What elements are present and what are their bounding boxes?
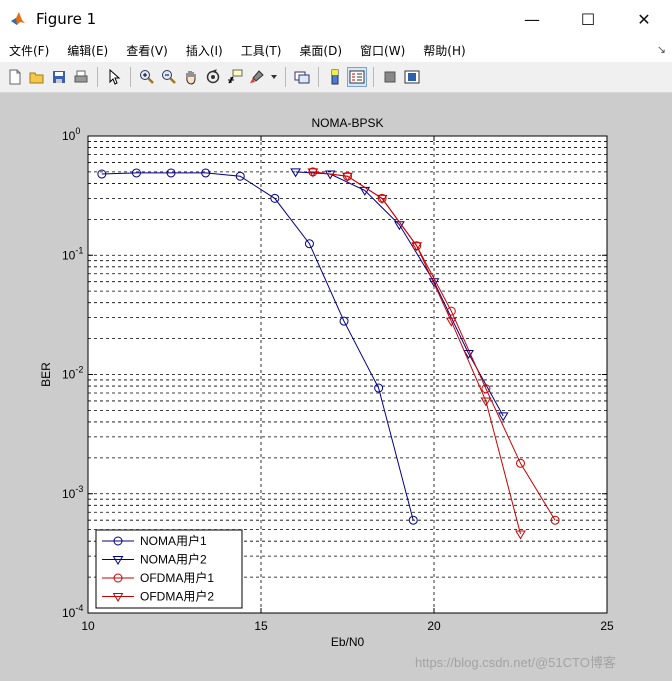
y-axis-label: BER [39,362,53,387]
print-icon[interactable] [72,68,90,86]
menu-window[interactable]: 窗口(W) [360,43,406,58]
data-point-triangle [411,242,423,252]
y-tick-label: 100 [62,126,80,143]
open-file-icon[interactable] [28,68,46,86]
data-point-triangle [497,412,509,422]
window-title: Figure 1 [36,10,97,28]
data-point-circle [446,306,456,316]
menu-file[interactable]: 文件(F) [9,43,50,58]
new-figure-icon[interactable] [6,68,24,86]
menu-desktop[interactable]: 桌面(D) [299,43,343,58]
legend-marker-circle [113,573,123,583]
data-point-triangle [307,168,319,178]
legend-label: OFDMA用户2 [140,589,214,604]
y-tick-label: 10-3 [62,484,83,501]
data-point-circle [339,316,349,326]
dock-arrow-icon[interactable]: ↘ [656,43,666,56]
x-tick-label: 25 [600,619,614,633]
watermark: https://blog.csdn.net/@51CTO博客 [415,655,616,670]
y-tick-label: 10-1 [62,245,83,262]
series-line [312,171,521,535]
legend-label: OFDMA用户1 [140,570,214,585]
colorbar-icon[interactable] [326,68,344,86]
legend-marker-triangle [112,593,124,602]
figure-toolbar [0,62,672,93]
pan-icon[interactable] [182,68,200,86]
data-point-circle [304,239,314,249]
data-point-triangle [480,397,492,407]
data-point-circle [235,171,245,181]
y-tick-label: 10-2 [62,365,83,382]
close-button[interactable]: ✕ [637,9,651,29]
y-tick-label: 10-4 [62,603,83,620]
pointer-icon[interactable] [105,68,123,86]
minimize-button[interactable]: — [524,9,540,29]
x-tick-label: 20 [427,619,441,633]
zoom-out-icon[interactable] [160,68,178,86]
brush-icon[interactable] [248,68,266,86]
data-point-triangle [290,168,301,178]
data-point-circle [201,168,211,178]
menu-insert[interactable]: 插入(I) [185,43,223,58]
data-point-circle [550,515,560,525]
window-titlebar: Figure 1 — ☐ ✕ [0,0,672,38]
show-plot-tools-icon[interactable] [403,68,421,86]
x-tick-label: 15 [254,619,268,633]
data-point-circle [516,458,525,468]
series-line [101,172,414,521]
data-point-circle [97,169,107,179]
menu-bar: 文件(F) 编辑(E) 查看(V) 插入(I) 工具(T) 桌面(D) 窗口(W… [0,38,672,62]
x-tick-label: 10 [81,619,95,633]
link-plot-icon[interactable] [293,68,311,86]
data-point-circle [408,515,418,525]
legend-icon[interactable] [347,67,367,87]
legend-marker-triangle [112,556,124,565]
brush-dropdown-icon[interactable] [270,68,278,86]
data-point-circle [374,383,384,393]
data-point-circle [131,168,141,178]
rotate-3d-icon[interactable] [204,68,222,86]
data-point-circle [166,168,176,178]
x-axis-label: Eb/N0 [331,635,365,649]
data-point-triangle [445,317,457,327]
legend-label: NOMA用户1 [140,533,207,548]
legend: NOMA用户1 NOMA用户2 OFDMA用户1 OFDMA用户2 [95,529,243,609]
menu-help[interactable]: 帮助(H) [423,43,466,58]
menu-edit[interactable]: 编辑(E) [67,43,109,58]
data-point-circle [481,384,491,394]
data-point-triangle [515,530,526,540]
data-point-triangle [376,194,388,204]
maximize-button[interactable]: ☐ [580,9,596,29]
zoom-in-icon[interactable] [138,68,156,86]
matlab-icon [11,12,25,25]
chart-title: NOMA-BPSK [311,116,383,130]
save-icon[interactable] [50,68,68,86]
hide-plot-tools-icon[interactable] [381,68,399,86]
menu-tools[interactable]: 工具(T) [240,43,282,58]
data-point-circle [270,193,280,203]
legend-box [95,529,243,609]
menu-view[interactable]: 查看(V) [126,43,168,58]
legend-marker-circle [113,536,123,546]
data-cursor-icon[interactable] [226,68,244,86]
legend-label: NOMA用户2 [140,552,207,567]
data-point-triangle [342,172,353,182]
